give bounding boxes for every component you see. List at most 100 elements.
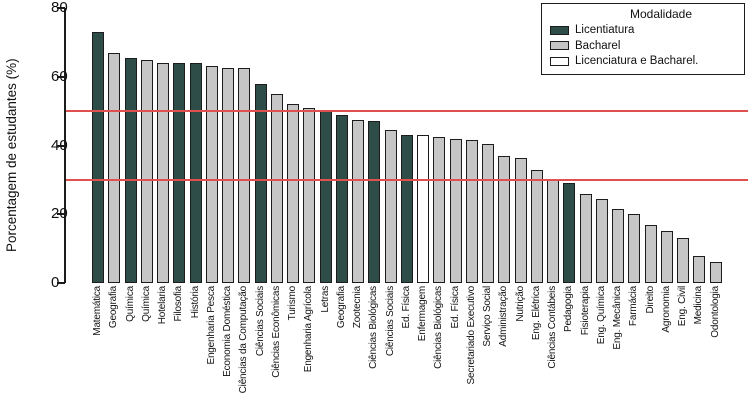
bar-column: Serviço Social xyxy=(480,8,496,347)
bar-bacharel xyxy=(693,255,706,283)
y-tick-label: 60 xyxy=(51,67,68,85)
bar-licenciatura xyxy=(189,63,202,283)
bar-licenciatura xyxy=(124,57,137,283)
y-tick-mark xyxy=(57,282,65,284)
x-axis-label: Letras xyxy=(319,286,331,313)
x-axis-label: Química xyxy=(140,286,152,322)
bar-bacharel xyxy=(303,107,316,283)
y-tick-label: 80 xyxy=(51,0,68,16)
x-axis-label: Geografia xyxy=(108,286,120,329)
bar-column: Medicina xyxy=(691,8,707,324)
x-axis-label: Hotelaria xyxy=(157,286,169,325)
bar-bacharel xyxy=(612,209,625,283)
x-axis-label: Filosofia xyxy=(173,286,185,322)
bar-column: Ciências Biológicas xyxy=(431,8,447,369)
legend-items: Licentiatura Bacharel Licenciatura e Bacha… xyxy=(550,24,736,68)
bar-bacharel xyxy=(579,193,592,283)
x-axis-label: Serviço Social xyxy=(482,286,494,347)
bar-column: Letras xyxy=(318,8,334,313)
y-tick-label: 40 xyxy=(51,136,68,154)
bar-column: Zootecnia xyxy=(350,8,366,328)
bar-bacharel xyxy=(222,68,235,283)
reference-line-30 xyxy=(66,178,748,181)
bar-bacharel xyxy=(709,262,722,283)
y-tick-mark xyxy=(57,75,65,78)
legend-swatch-bacharel xyxy=(550,41,569,51)
bar-column: Turismo xyxy=(285,8,301,320)
y-tick-label: 0 xyxy=(51,274,60,291)
x-axis-label: Geografia xyxy=(335,286,347,329)
x-axis-label: Eng. Elétrica xyxy=(530,286,542,341)
y-tick-label: 20 xyxy=(51,205,68,223)
legend-title: Modalidade xyxy=(629,7,693,21)
legend-label: Licenciatura e Bacharel. xyxy=(575,55,699,68)
reference-line-50 xyxy=(66,110,748,113)
bar-column: Engenharia Agrícola xyxy=(301,8,317,372)
bar-bacharel xyxy=(677,238,690,283)
bar-column: Química xyxy=(139,8,155,322)
x-axis-label: Ciências Sociais xyxy=(254,286,266,357)
plot-area: 0 20 40 60 80 Matemática Geografia Química Quím… xyxy=(51,0,748,393)
legend-label: Licentiatura xyxy=(575,24,635,36)
x-axis-label: Ciências Contábeis xyxy=(547,286,559,369)
bar-bacharel xyxy=(644,224,657,283)
bar-column: Administração xyxy=(496,8,512,347)
x-axis-label: Ciências Econômicas xyxy=(270,286,282,378)
legend-item-licenciatura_bacharel: Licenciatura e Bacharel. xyxy=(550,55,736,68)
x-axis-label: Engenharia Agrícola xyxy=(303,286,315,373)
bar-column: História xyxy=(188,8,204,318)
bar-column: Geografia xyxy=(106,8,122,328)
bar-column: Matemática xyxy=(90,8,106,336)
y-tick-mark xyxy=(57,144,65,147)
bar-column: Eng. Elétrica xyxy=(529,8,545,340)
bar-column: Farmácia xyxy=(626,8,642,326)
bar-bacharel xyxy=(205,66,218,283)
bar-licenciatura_bacharel xyxy=(417,135,430,283)
x-axis-label: Fisioterapia xyxy=(579,286,591,336)
x-axis-label: Ciências Biológicas xyxy=(433,286,445,369)
bar-bacharel xyxy=(482,143,495,283)
x-axis-label: Medicina xyxy=(693,286,705,325)
bar-column: Filosofia xyxy=(171,8,187,321)
y-tick-mark xyxy=(57,7,65,9)
bar-column: Nutrição xyxy=(513,8,529,322)
bar-column: Ciências da Computação xyxy=(236,8,252,393)
bar-column: Eng. Mecânica xyxy=(610,8,626,350)
bar-bacharel xyxy=(270,93,283,283)
bar-column: Enfermagem xyxy=(415,8,431,341)
bar-licenciatura xyxy=(335,114,348,283)
bar-column: Ciências Sociais xyxy=(253,8,269,356)
bar-bacharel xyxy=(465,140,478,283)
x-axis-label: Nutrição xyxy=(514,286,526,322)
x-axis-label: História xyxy=(189,286,201,319)
bar-licenciatura xyxy=(92,32,105,283)
x-axis-label: Enfermagem xyxy=(417,286,429,342)
bar-licenciatura xyxy=(563,183,576,283)
bar-bacharel xyxy=(157,63,170,283)
bar-column: Ed. Física xyxy=(448,8,464,328)
x-axis-label: Farmácia xyxy=(628,286,640,327)
x-axis-label: Zootecnia xyxy=(352,286,364,329)
bar-bacharel xyxy=(514,157,527,283)
bar-bacharel xyxy=(433,136,446,283)
bar-column: Secretariado Executivo xyxy=(464,8,480,384)
x-axis-label: Pedagogia xyxy=(563,286,575,333)
bar-column: Agronomia xyxy=(659,8,675,333)
x-axis-label: Matemática xyxy=(92,286,104,336)
x-axis-label: Química xyxy=(124,286,136,322)
bar-bacharel xyxy=(595,198,608,283)
bar-column: Eng. Civil xyxy=(675,8,691,326)
bar-column: Economia Doméstica xyxy=(220,8,236,377)
bar-column: Eng. Química xyxy=(594,8,610,344)
bar-licenciatura xyxy=(368,121,381,283)
bar-licenciatura xyxy=(400,135,413,283)
bar-bacharel xyxy=(108,52,121,283)
bar-column: Geografia xyxy=(334,8,350,328)
x-axis-label: Agronomia xyxy=(660,286,672,333)
y-tick-mark xyxy=(57,213,65,216)
x-axis-label: Economia Doméstica xyxy=(222,286,234,377)
x-axis-label: Ed. Física xyxy=(449,286,461,329)
bar-column: Ciências Econômicas xyxy=(269,8,285,378)
x-axis-label: Odontologia xyxy=(709,286,721,338)
